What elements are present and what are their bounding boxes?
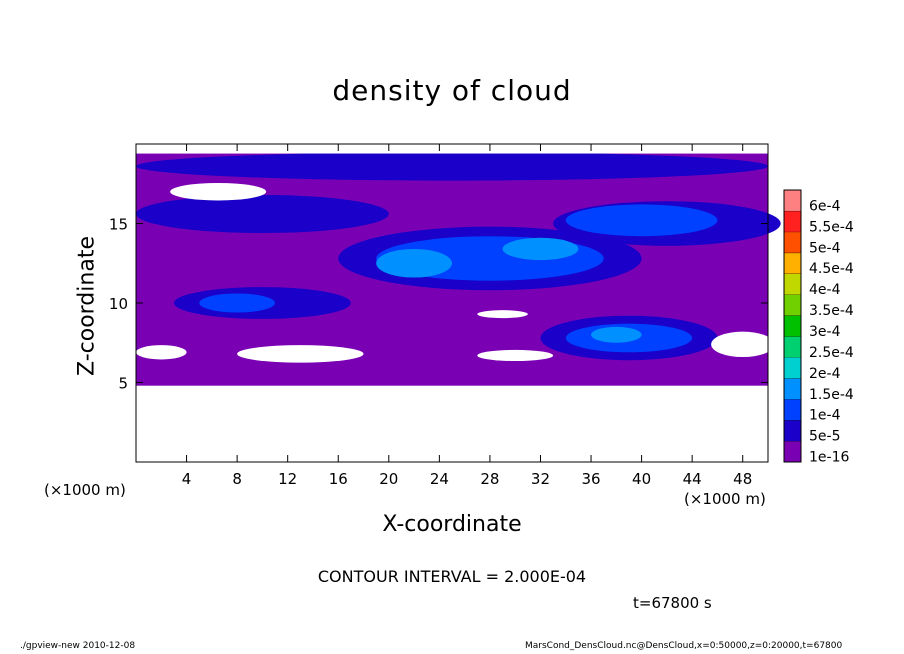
field-gap-right — [711, 331, 775, 358]
colorbar-label: 2.5e-4 — [809, 345, 854, 361]
y-tick-label: 15 — [109, 216, 128, 234]
colorbar-swatch — [784, 420, 801, 442]
field-top-clear — [136, 144, 768, 154]
y-axis-unit: (×1000 m) — [44, 481, 126, 499]
y-tick-label: 10 — [109, 295, 128, 313]
field-gap-edge — [136, 345, 187, 360]
colorbar-swatch — [784, 336, 801, 358]
colorbar-label: 5e-5 — [809, 429, 840, 445]
colorbar-label: 3.5e-4 — [809, 303, 854, 319]
x-tick-label: 32 — [531, 470, 550, 488]
x-tick-label: 44 — [683, 470, 702, 488]
colorbar-swatch — [784, 357, 801, 379]
field-upper-left-layer — [136, 194, 389, 234]
colorbar-label: 2e-4 — [809, 366, 841, 382]
x-tick-label: 12 — [278, 470, 297, 488]
colorbar-swatch — [784, 273, 801, 295]
field-upper-right-core — [565, 204, 718, 237]
colorbar-label: 1.5e-4 — [809, 387, 854, 403]
colorbar-label: 4.5e-4 — [809, 261, 854, 277]
y-axis-label: Z-coordinate — [74, 236, 100, 376]
colorbar-label: 1e-16 — [809, 450, 849, 466]
field-gap-mid — [477, 349, 554, 362]
colorbar-label: 6e-4 — [809, 198, 841, 214]
field-central-peak — [376, 248, 452, 278]
x-tick-label: 24 — [430, 470, 449, 488]
colorbar-swatch — [784, 315, 801, 337]
colorbar-swatch — [784, 231, 801, 253]
colorbar-label: 5e-4 — [809, 240, 841, 256]
field-top-layer — [136, 151, 768, 181]
x-tick-label: 28 — [480, 470, 499, 488]
x-tick-label: 48 — [733, 470, 752, 488]
colorbar-swatch — [784, 441, 801, 462]
colorbar-label: 3e-4 — [809, 324, 841, 340]
field-gap-small — [477, 310, 528, 319]
x-axis-label: X-coordinate — [382, 512, 522, 537]
contour-interval-text: CONTOUR INTERVAL = 2.000E-04 — [317, 567, 587, 586]
x-tick-label: 40 — [632, 470, 651, 488]
colorbar-swatch — [784, 294, 801, 316]
density-field — [136, 144, 781, 386]
field-gap-upper — [170, 182, 267, 201]
field-gap-lower-left — [237, 345, 364, 363]
colorbar-swatch — [784, 399, 801, 421]
x-tick-label: 20 — [379, 470, 398, 488]
field-left-core — [199, 293, 276, 313]
chart-title: density of cloud — [332, 74, 572, 107]
x-tick-label: 4 — [182, 470, 192, 488]
colorbar-label: 1e-4 — [809, 408, 841, 424]
x-axis-unit: (×1000 m) — [684, 490, 766, 508]
colorbar-swatch — [784, 378, 801, 400]
time-label: t=67800 s — [633, 594, 712, 612]
x-tick-label: 8 — [232, 470, 242, 488]
colorbar-frame — [783, 189, 802, 463]
colorbar-swatch — [784, 210, 801, 232]
colorbar-label: 4e-4 — [809, 282, 841, 298]
x-tick-label: 36 — [581, 470, 600, 488]
y-tick-label: 5 — [118, 375, 128, 393]
colorbar-swatch — [784, 190, 801, 211]
colorbar-swatch — [784, 252, 801, 274]
field-lower-right-peak — [591, 326, 642, 343]
colorbar-label: 5.5e-4 — [809, 219, 854, 235]
footer-program-info: ./gpview-new 2010-12-08 — [20, 641, 136, 651]
x-tick-label: 16 — [329, 470, 348, 488]
field-central-peak-2 — [502, 237, 579, 261]
footer-data-source: MarsCond_DensCloud.nc@DensCloud,x=0:5000… — [525, 641, 843, 651]
